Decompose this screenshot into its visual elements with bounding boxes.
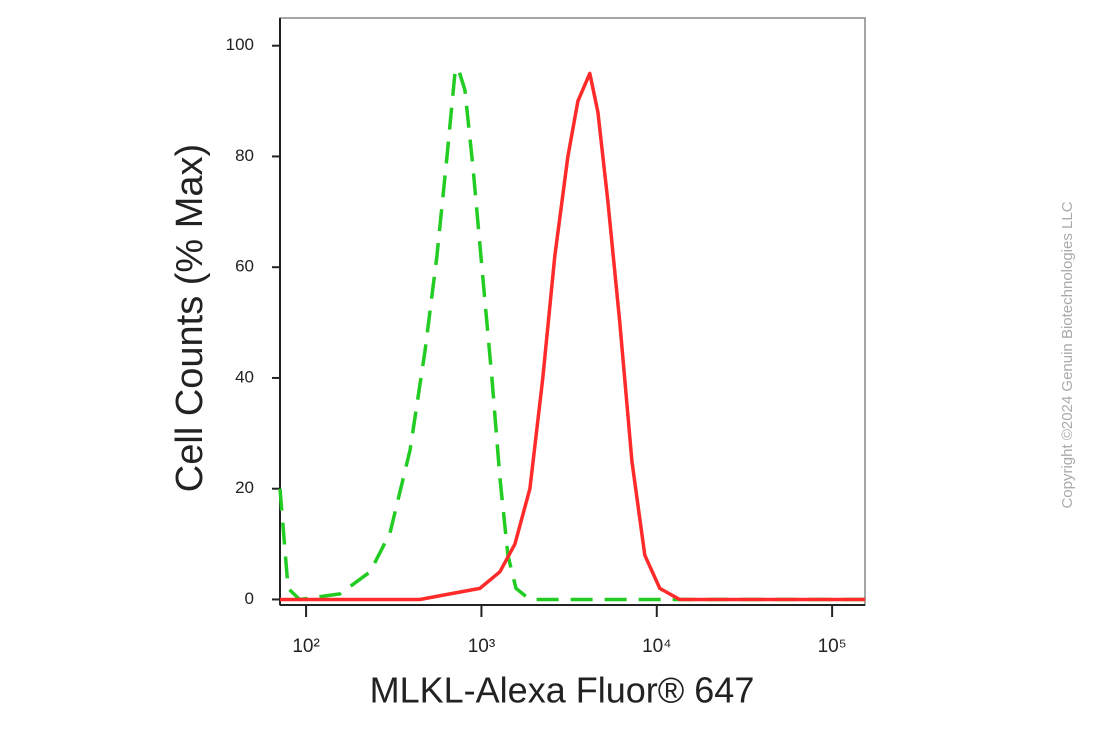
watermark: Copyright ©2024 Genuin Biotechnologies L… <box>1059 201 1076 508</box>
x-tick-label: 10⁴ <box>642 636 671 657</box>
x-axis-label: MLKL-Alexa Fluor® 647 <box>370 670 755 711</box>
x-tick-label: 10² <box>292 636 319 657</box>
y-tick-label: 20 <box>235 478 254 497</box>
histogram-line <box>280 71 865 602</box>
y-tick-label: 100 <box>226 35 254 54</box>
y-tick-label: 0 <box>245 589 254 608</box>
x-tick-label: 10⁵ <box>818 636 847 657</box>
histogram-line <box>278 66 865 602</box>
y-axis-label: Cell Counts (% Max) <box>169 144 211 492</box>
plot-frame <box>279 17 866 606</box>
y-tick-label: 80 <box>235 146 254 165</box>
y-tick-label: 40 <box>235 367 254 386</box>
x-tick-label: 10³ <box>468 636 495 657</box>
y-tick-label: 60 <box>235 257 254 276</box>
